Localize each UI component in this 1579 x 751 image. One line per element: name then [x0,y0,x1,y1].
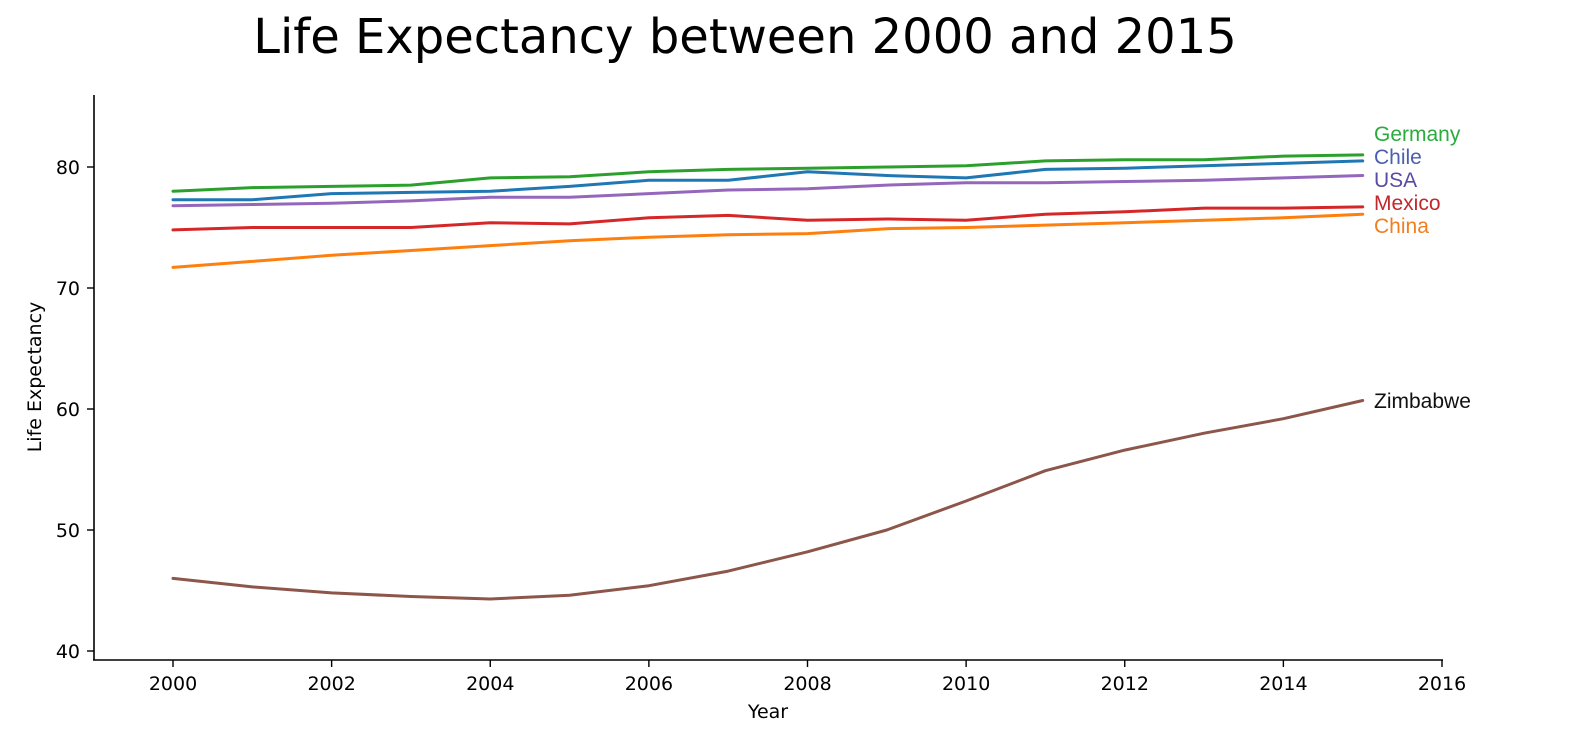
y-tick-label: 40 [56,641,80,663]
series-line-usa [171,174,1365,208]
y-tick-label: 80 [56,157,80,179]
axes [93,95,1443,661]
series-label-mexico: Mexico [1374,192,1441,215]
x-tick-label: 2006 [625,673,673,695]
series-line-chile [171,159,1365,202]
series-line-germany [171,153,1365,193]
y-tick-label: 50 [56,520,80,542]
series-label-china: China [1374,215,1429,238]
series-label-usa: USA [1374,169,1417,192]
x-tick-label: 2010 [942,673,990,695]
series-label-chile: Chile [1374,146,1422,169]
ticks: 2000 2002 2004 2006 2008 2010 2012 2014 2016 40 50… [56,157,1466,695]
y-tick-label: 70 [56,278,80,300]
x-tick-label: 2014 [1259,673,1307,695]
x-tick-label: 2016 [1418,673,1466,695]
series-line-china [171,212,1365,269]
x-tick-label: 2012 [1101,673,1149,695]
x-tick-label: 2002 [307,673,355,695]
series-lines [171,153,1365,601]
series-line-zimbabwe [171,399,1365,601]
x-tick-label: 2008 [783,673,831,695]
x-tick-label: 2004 [466,673,514,695]
y-tick-label: 60 [56,399,80,421]
series-line-mexico [171,205,1365,232]
series-label-zimbabwe: Zimbabwe [1374,390,1471,413]
x-tick-label: 2000 [149,673,197,695]
y-axis-label: Life Expectancy [24,302,46,453]
x-axis-label: Year [747,701,788,723]
series-label-germany: Germany [1374,123,1461,146]
chart-title: Life Expectancy between 2000 and 2015 [253,9,1237,65]
